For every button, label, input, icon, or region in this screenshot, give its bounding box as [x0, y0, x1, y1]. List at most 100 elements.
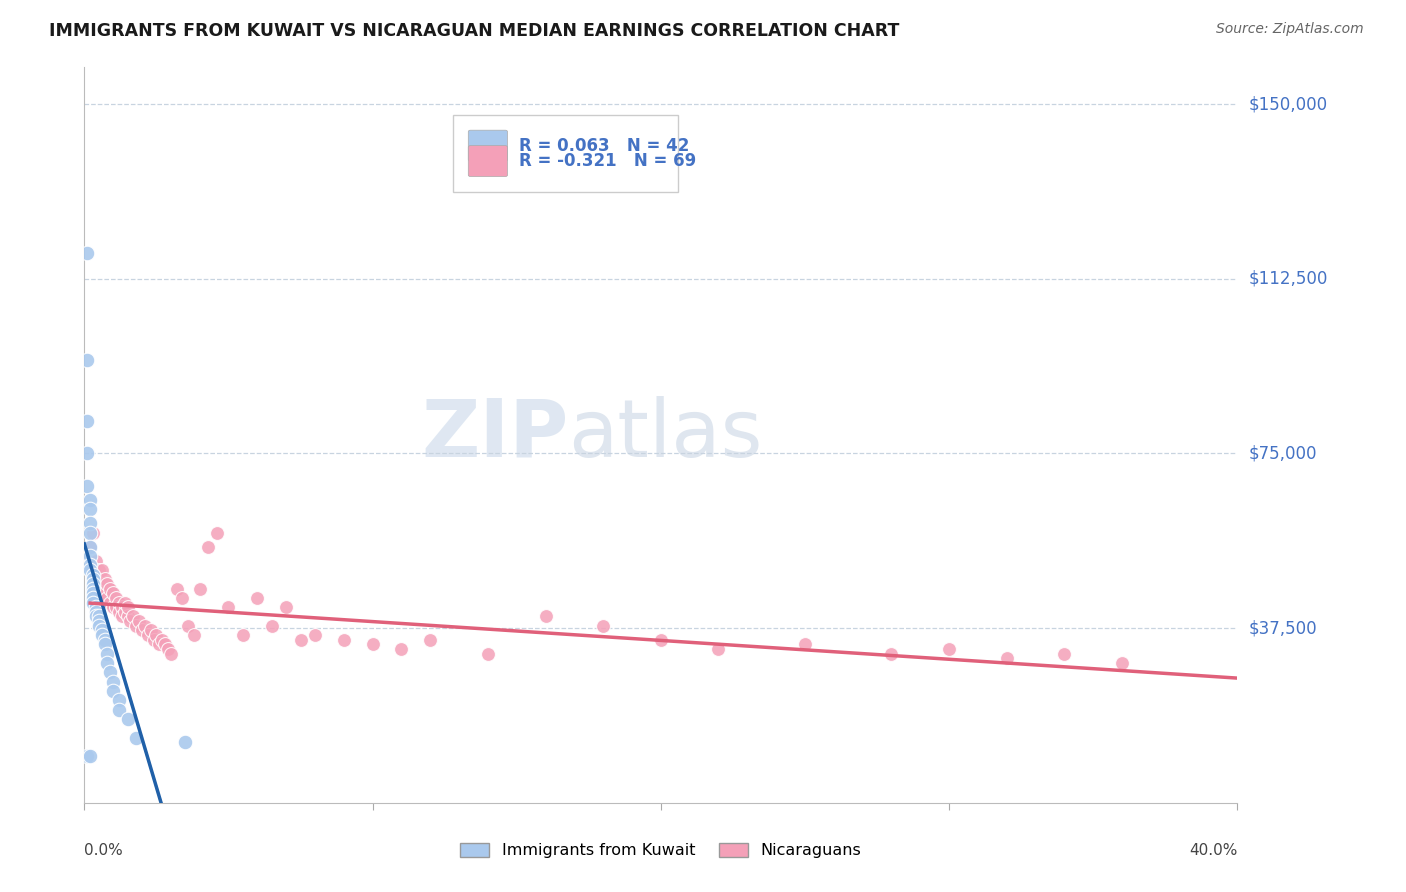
Point	[105, 591, 128, 605]
Point	[79, 749, 101, 764]
Point	[145, 628, 167, 642]
Point	[117, 609, 139, 624]
Point	[122, 609, 145, 624]
Point	[139, 624, 162, 638]
Point	[174, 735, 197, 749]
Point	[650, 632, 672, 647]
Point	[166, 582, 188, 596]
Point	[87, 572, 110, 586]
Text: R = 0.063   N = 42: R = 0.063 N = 42	[519, 136, 689, 154]
Point	[477, 647, 499, 661]
FancyBboxPatch shape	[453, 115, 678, 192]
Point	[87, 614, 110, 628]
Point	[90, 563, 112, 577]
Point	[111, 609, 134, 624]
Point	[197, 540, 219, 554]
Point	[183, 628, 205, 642]
Text: atlas: atlas	[568, 396, 763, 474]
Point	[82, 577, 104, 591]
Point	[93, 637, 115, 651]
Point	[93, 586, 115, 600]
Point	[98, 582, 121, 596]
Point	[84, 600, 107, 615]
Point	[90, 624, 112, 638]
Point	[276, 600, 298, 615]
Point	[134, 619, 156, 633]
Point	[246, 591, 269, 605]
Point	[79, 563, 101, 577]
Point	[205, 525, 228, 540]
Point	[218, 600, 240, 615]
Point	[108, 605, 131, 619]
Point	[79, 540, 101, 554]
Point	[153, 637, 176, 651]
Point	[103, 600, 124, 615]
Point	[125, 731, 148, 745]
Point	[419, 632, 441, 647]
Point	[391, 642, 413, 657]
Point	[120, 614, 142, 628]
Point	[333, 632, 356, 647]
Point	[534, 609, 557, 624]
Point	[93, 632, 115, 647]
Point	[98, 665, 121, 680]
Point	[103, 684, 124, 698]
Point	[79, 502, 101, 516]
Point	[108, 595, 131, 609]
Point	[90, 582, 112, 596]
Point	[148, 637, 170, 651]
Point	[156, 642, 179, 657]
Point	[82, 582, 104, 596]
Point	[114, 605, 136, 619]
Point	[108, 703, 131, 717]
Point	[82, 595, 104, 609]
Text: $150,000: $150,000	[1249, 95, 1327, 113]
Point	[260, 619, 283, 633]
Point	[87, 563, 110, 577]
FancyBboxPatch shape	[468, 145, 508, 177]
Point	[84, 605, 107, 619]
Text: 40.0%: 40.0%	[1189, 843, 1237, 858]
Point	[125, 619, 148, 633]
Point	[1111, 656, 1133, 670]
Point	[707, 642, 730, 657]
Point	[96, 647, 118, 661]
Text: $75,000: $75,000	[1249, 444, 1317, 462]
Point	[117, 712, 139, 726]
Point	[76, 414, 98, 428]
Point	[79, 540, 101, 554]
Point	[290, 632, 312, 647]
Point	[232, 628, 254, 642]
Point	[995, 651, 1018, 665]
Text: Source: ZipAtlas.com: Source: ZipAtlas.com	[1216, 22, 1364, 37]
Point	[880, 647, 903, 661]
Point	[142, 632, 165, 647]
Point	[76, 353, 98, 368]
Point	[84, 609, 107, 624]
Text: ZIP: ZIP	[422, 396, 568, 474]
Point	[82, 572, 104, 586]
Point	[105, 600, 128, 615]
Text: 0.0%: 0.0%	[84, 843, 124, 858]
Text: $37,500: $37,500	[1249, 619, 1317, 637]
Point	[1053, 647, 1076, 661]
Point	[79, 516, 101, 531]
Point	[82, 591, 104, 605]
Point	[114, 595, 136, 609]
Point	[128, 614, 150, 628]
Point	[103, 674, 124, 689]
Text: $112,500: $112,500	[1249, 269, 1327, 288]
FancyBboxPatch shape	[468, 130, 508, 161]
Point	[93, 572, 115, 586]
Point	[96, 591, 118, 605]
Point	[84, 553, 107, 567]
Point	[76, 446, 98, 460]
Point	[103, 586, 124, 600]
Point	[87, 619, 110, 633]
Point	[79, 493, 101, 508]
Point	[108, 693, 131, 707]
Point	[79, 525, 101, 540]
Text: R = -0.321   N = 69: R = -0.321 N = 69	[519, 153, 696, 170]
Point	[160, 647, 183, 661]
Point	[150, 632, 173, 647]
